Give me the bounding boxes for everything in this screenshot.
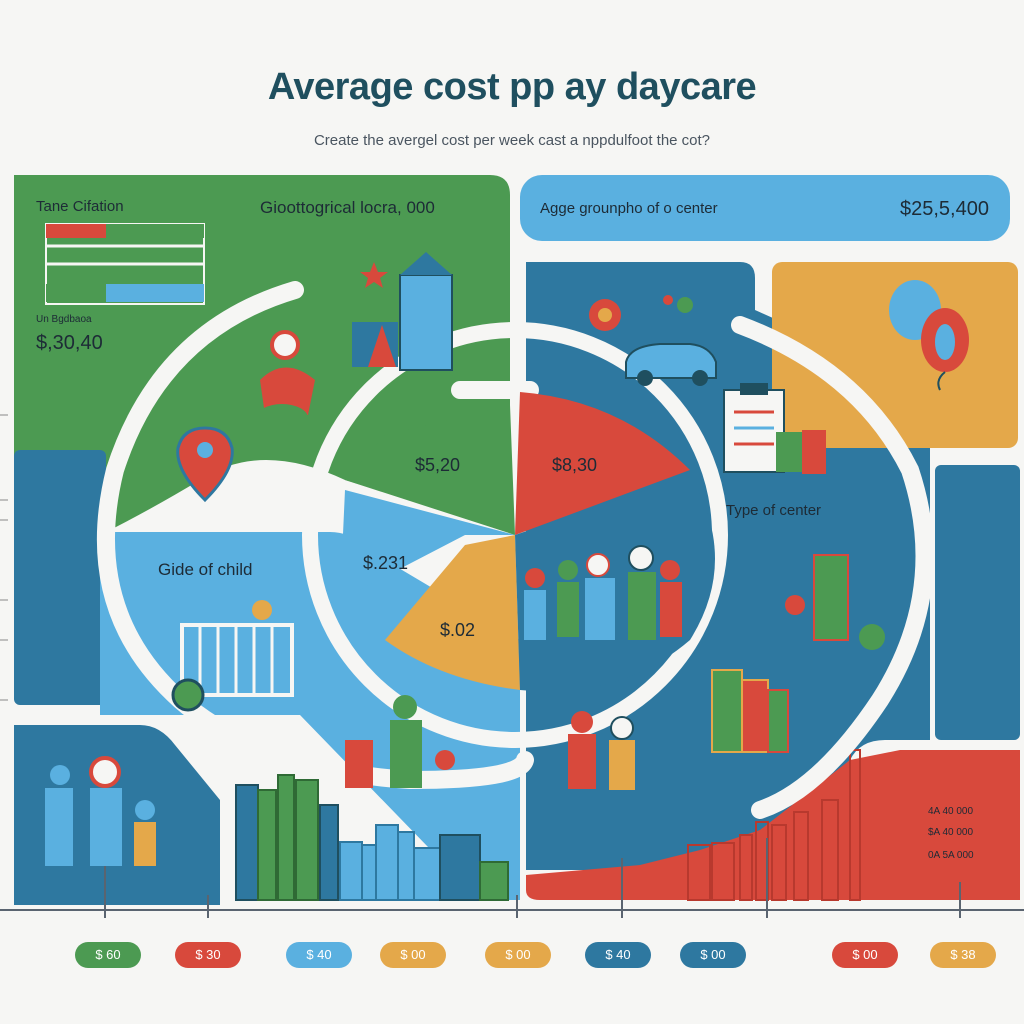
x-axis-ticks xyxy=(104,838,961,918)
bottom-bars xyxy=(235,774,509,901)
pie-label-red: $8,30 xyxy=(552,455,598,475)
chart-title: Average cost pp ay daycare xyxy=(267,66,757,108)
gear-icon xyxy=(589,295,693,331)
age-value: $25,5,400 xyxy=(900,198,989,220)
bar-data-label-1: 4A 40 000 xyxy=(928,806,974,817)
location-pin-icon xyxy=(176,426,234,503)
x-pill-4: $ 00 xyxy=(380,942,446,968)
balloon-icon xyxy=(889,280,969,391)
pie-label-lightblue: $.231 xyxy=(363,553,409,573)
left-strip xyxy=(14,450,106,705)
type-label: Type of center xyxy=(726,502,822,519)
geo-label: Gioottogrical locra, 000 xyxy=(260,198,435,217)
x-pill-9: $ 38 xyxy=(930,942,996,968)
pie-slice-green xyxy=(345,405,515,535)
age-panel xyxy=(520,175,1010,241)
orange-panel xyxy=(772,262,1018,448)
family-icon xyxy=(524,545,682,640)
red-bars xyxy=(687,749,861,901)
books-icon xyxy=(711,554,885,753)
x-pill-8: $ 00 xyxy=(832,942,898,968)
chart-subtitle: Create the avergel cost per week cast a … xyxy=(313,132,711,149)
pie-label-green: $5,20 xyxy=(415,455,461,475)
left-ticks xyxy=(0,414,8,701)
x-pill-7: $ 00 xyxy=(680,942,746,968)
pie-slice-lightblue xyxy=(340,490,515,600)
grade-label: Gide of child xyxy=(158,560,253,579)
legend-subtitle: Un Bgdbaoa xyxy=(36,314,92,325)
crib-icon xyxy=(171,600,294,712)
x-pill-5: $ 00 xyxy=(485,942,551,968)
legend-title: Tane Cifation xyxy=(36,198,124,215)
pie-label-orange: $.02 xyxy=(440,620,476,640)
clipboard-icon xyxy=(723,383,826,474)
age-label: Agge grounpho of o center xyxy=(540,200,718,217)
house-icon xyxy=(352,252,453,371)
pie-slice-orange xyxy=(385,535,520,690)
x-pill-3: $ 40 xyxy=(286,942,352,968)
right-strip xyxy=(935,465,1020,740)
bar-data-label-2: $A 40 000 xyxy=(928,827,974,838)
x-pill-6: $ 40 xyxy=(585,942,651,968)
x-pill-1: $ 60 xyxy=(75,942,141,968)
car-icon xyxy=(625,343,717,386)
pie-slice-red xyxy=(515,392,690,535)
x-pill-2: $ 30 xyxy=(175,942,241,968)
child-icon xyxy=(256,330,315,432)
ring-arcs xyxy=(97,281,934,819)
inner-ring xyxy=(302,322,728,748)
mini-legend xyxy=(45,223,205,305)
legend-value: $,30,40 xyxy=(36,332,103,354)
bar-data-label-3: 0A 5A 000 xyxy=(928,850,974,861)
people-icon xyxy=(45,695,635,866)
